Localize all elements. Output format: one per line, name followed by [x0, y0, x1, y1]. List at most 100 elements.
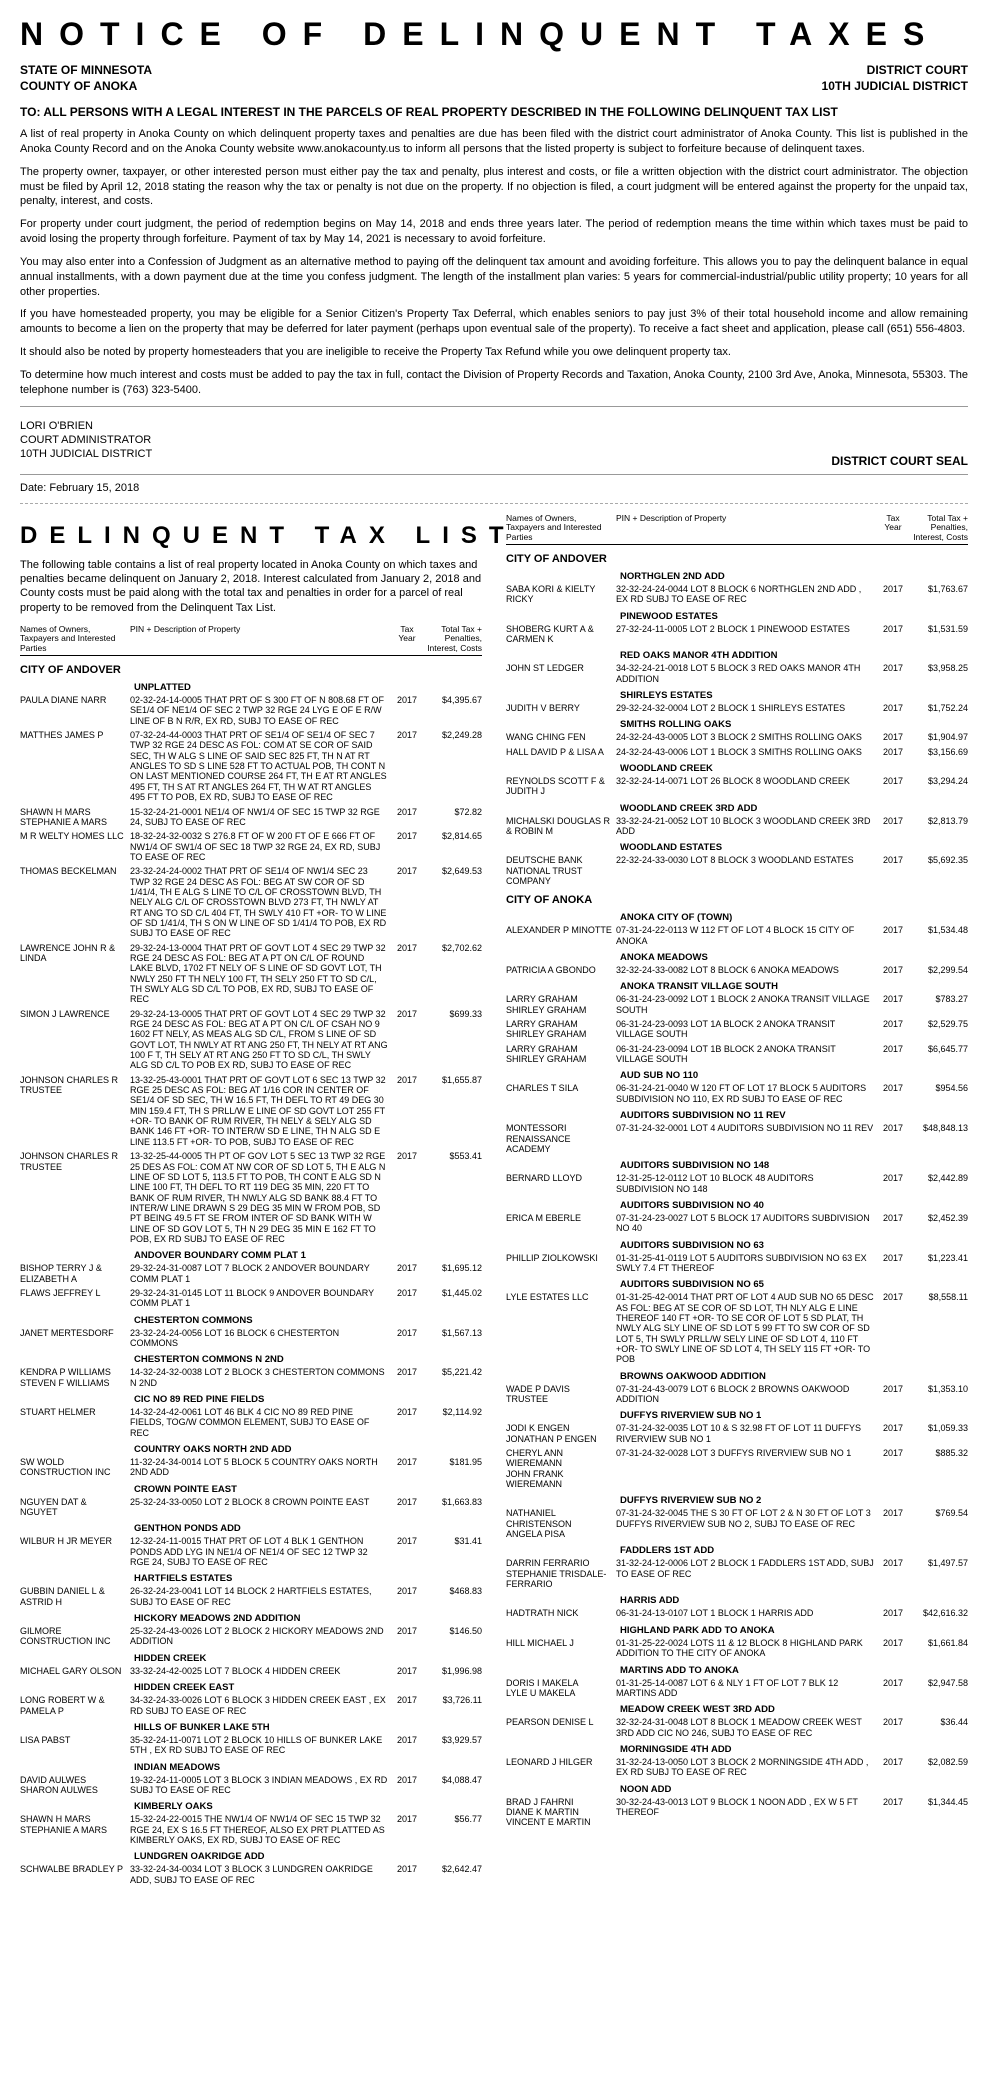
year-cell: 2017	[392, 1407, 422, 1438]
subdivision-heading: COUNTRY OAKS NORTH 2ND ADD	[20, 1444, 482, 1455]
owner-cell: SIMON J LAWRENCE	[20, 1009, 130, 1071]
year-cell: 2017	[878, 1123, 908, 1154]
subdivision-heading: LUNDGREN OAKRIDGE ADD	[20, 1851, 482, 1862]
tax-row: PATRICIA A GBONDO32-32-24-33-0082 LOT 8 …	[506, 965, 968, 975]
tax-row: LAWRENCE JOHN R & LINDA29-32-24-13-0004 …	[20, 943, 482, 1005]
city-heading: CITY OF ANDOVER	[20, 664, 482, 676]
owner-cell: JOHNSON CHARLES R TRUSTEE	[20, 1151, 130, 1244]
tax-row: THOMAS BECKELMAN23-32-24-24-0002 THAT PR…	[20, 866, 482, 938]
year-cell: 2017	[878, 1638, 908, 1659]
year-cell: 2017	[878, 1384, 908, 1405]
year-cell: 2017	[392, 1695, 422, 1716]
owner-cell: WILBUR H JR MEYER	[20, 1536, 130, 1567]
amount-cell: $4,395.67	[422, 695, 482, 726]
amount-cell: $2,702.62	[422, 943, 482, 1005]
tax-row: DEUTSCHE BANK NATIONAL TRUST COMPANY22-3…	[506, 855, 968, 886]
desc-cell: 35-32-24-11-0071 LOT 2 BLOCK 10 HILLS OF…	[130, 1735, 392, 1756]
city-heading: CITY OF ANDOVER	[506, 553, 968, 565]
desc-cell: 06-31-24-23-0094 LOT 1B BLOCK 2 ANOKA TR…	[616, 1044, 878, 1065]
owner-cell: HILL MICHAEL J	[506, 1638, 616, 1659]
subdivision-heading: ANOKA CITY OF (TOWN)	[506, 912, 968, 923]
tax-row: WANG CHING FEN24-32-24-43-0005 LOT 3 BLO…	[506, 732, 968, 742]
subdivision-heading: PINEWOOD ESTATES	[506, 611, 968, 622]
desc-cell: 32-32-24-31-0048 LOT 8 BLOCK 1 MEADOW CR…	[616, 1717, 878, 1738]
amount-cell: $1,661.84	[908, 1638, 968, 1659]
subdivision-heading: MEADOW CREEK WEST 3RD ADD	[506, 1704, 968, 1715]
owner-cell: SABA KORI & KIELTY RICKY	[506, 584, 616, 605]
column-header: Names of Owners, Taxpayers and Intereste…	[20, 625, 482, 656]
amount-cell: $3,726.11	[422, 1695, 482, 1716]
owner-cell: JUDITH V BERRY	[506, 703, 616, 713]
district-court: DISTRICT COURT	[867, 63, 968, 77]
tax-row: ERICA M EBERLE07-31-24-23-0027 LOT 5 BLO…	[506, 1213, 968, 1234]
tax-row: HADTRATH NICK06-31-24-13-0107 LOT 1 BLOC…	[506, 1608, 968, 1618]
amount-cell: $2,814.65	[422, 831, 482, 862]
amount-cell: $146.50	[422, 1626, 482, 1647]
year-cell: 2017	[878, 1717, 908, 1738]
tax-row: SHAWN H MARS STEPHANIE A MARS15-32-24-22…	[20, 1814, 482, 1845]
owner-cell: LEONARD J HILGER	[506, 1757, 616, 1778]
amount-cell: $553.41	[422, 1151, 482, 1244]
amount-cell: $783.27	[908, 994, 968, 1015]
desc-cell: 07-31-24-32-0001 LOT 4 AUDITORS SUBDIVIS…	[616, 1123, 878, 1154]
desc-cell: 25-32-24-33-0050 LOT 2 BLOCK 8 CROWN POI…	[130, 1497, 392, 1518]
subdivision-heading: MORNINGSIDE 4TH ADD	[506, 1744, 968, 1755]
tax-row: DORIS I MAKELA LYLE U MAKELA01-31-25-14-…	[506, 1678, 968, 1699]
subdivision-heading: DUFFYS RIVERVIEW SUB NO 2	[506, 1495, 968, 1506]
subdivision-heading: INDIAN MEADOWS	[20, 1762, 482, 1773]
subdivision-heading: CIC NO 89 RED PINE FIELDS	[20, 1394, 482, 1405]
desc-cell: 31-32-24-12-0006 LOT 2 BLOCK 1 FADDLERS …	[616, 1558, 878, 1589]
year-cell: 2017	[878, 1253, 908, 1274]
owner-cell: MICHALSKI DOUGLAS R & ROBIN M	[506, 816, 616, 837]
tax-row: NATHANIEL CHRISTENSON ANGELA PISA07-31-2…	[506, 1508, 968, 1539]
year-cell: 2017	[878, 855, 908, 886]
amount-cell: $1,223.41	[908, 1253, 968, 1274]
desc-cell: 15-32-24-22-0015 THE NW1/4 OF NW1/4 OF S…	[130, 1814, 392, 1845]
body-paragraph: The property owner, taxpayer, or other i…	[20, 165, 968, 210]
subdivision-heading: AUDITORS SUBDIVISION NO 65	[506, 1279, 968, 1290]
page-title: NOTICE OF DELINQUENT TAXES	[20, 16, 968, 53]
year-cell: 2017	[878, 1292, 908, 1364]
desc-cell: 23-32-24-24-0056 LOT 16 BLOCK 6 CHESTERT…	[130, 1328, 392, 1349]
owner-cell: SHOBERG KURT A & CARMEN K	[506, 624, 616, 645]
amount-cell: $468.83	[422, 1586, 482, 1607]
amount-cell: $1,353.10	[908, 1384, 968, 1405]
amount-cell: $1,344.45	[908, 1797, 968, 1828]
year-cell: 2017	[392, 695, 422, 726]
desc-cell: 26-32-24-23-0041 LOT 14 BLOCK 2 HARTFIEL…	[130, 1586, 392, 1607]
desc-cell: 07-31-24-32-0035 LOT 10 & S 32.98 FT OF …	[616, 1423, 878, 1444]
date-line: Date: February 15, 2018	[20, 481, 968, 495]
year-cell: 2017	[878, 624, 908, 645]
amount-cell: $769.54	[908, 1508, 968, 1539]
desc-cell: 07-31-24-22-0113 W 112 FT OF LOT 4 BLOCK…	[616, 925, 878, 946]
year-cell: 2017	[878, 703, 908, 713]
subdivision-heading: DUFFYS RIVERVIEW SUB NO 1	[506, 1410, 968, 1421]
tax-row: LARRY GRAHAM SHIRLEY GRAHAM06-31-24-23-0…	[506, 1019, 968, 1040]
owner-cell: SHAWN H MARS STEPHANIE A MARS	[20, 1814, 130, 1845]
subdivision-heading: GENTHON PONDS ADD	[20, 1523, 482, 1534]
owner-cell: WADE P DAVIS TRUSTEE	[506, 1384, 616, 1405]
amount-cell: $3,929.57	[422, 1735, 482, 1756]
desc-cell: 32-32-24-33-0082 LOT 8 BLOCK 6 ANOKA MEA…	[616, 965, 878, 975]
amount-cell: $1,752.24	[908, 703, 968, 713]
owner-cell: LYLE ESTATES LLC	[506, 1292, 616, 1364]
year-cell: 2017	[878, 1608, 908, 1618]
owner-cell: WANG CHING FEN	[506, 732, 616, 742]
amount-cell: $3,294.24	[908, 776, 968, 797]
tax-row: JOHNSON CHARLES R TRUSTEE13-32-25-43-000…	[20, 1075, 482, 1147]
amount-cell: $2,529.75	[908, 1019, 968, 1040]
owner-cell: M R WELTY HOMES LLC	[20, 831, 130, 862]
desc-cell: 13-32-25-43-0001 THAT PRT OF GOVT LOT 6 …	[130, 1075, 392, 1147]
column-header: Names of Owners, Taxpayers and Intereste…	[506, 514, 968, 545]
owner-cell: LARRY GRAHAM SHIRLEY GRAHAM	[506, 1044, 616, 1065]
desc-cell: 27-32-24-11-0005 LOT 2 BLOCK 1 PINEWOOD …	[616, 624, 878, 645]
owner-cell: CHARLES T SILA	[506, 1083, 616, 1104]
owner-cell: SCHWALBE BRADLEY P	[20, 1864, 130, 1885]
year-cell: 2017	[392, 1263, 422, 1284]
tax-row: BERNARD LLOYD12-31-25-12-0112 LOT 10 BLO…	[506, 1173, 968, 1194]
subdivision-heading: RED OAKS MANOR 4TH ADDITION	[506, 650, 968, 661]
owner-cell: LONG ROBERT W & PAMELA P	[20, 1695, 130, 1716]
amount-cell: $2,947.58	[908, 1678, 968, 1699]
tax-row: PHILLIP ZIOLKOWSKI01-31-25-41-0119 LOT 5…	[506, 1253, 968, 1274]
desc-cell: 01-31-25-22-0024 LOTS 11 & 12 BLOCK 8 HI…	[616, 1638, 878, 1659]
